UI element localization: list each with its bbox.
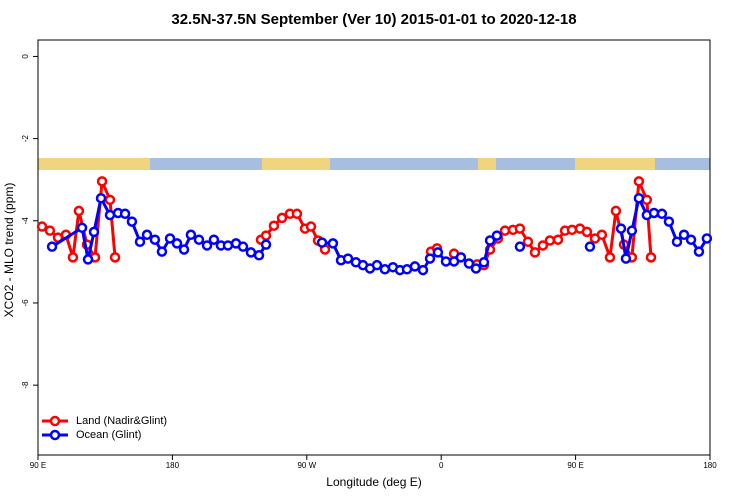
data-point [635, 194, 643, 202]
plot-frame [38, 40, 710, 455]
data-point [270, 222, 278, 230]
data-point [516, 243, 524, 251]
x-axis-label: Longitude (deg E) [326, 475, 421, 489]
data-point [48, 243, 56, 251]
y-tick-label: 0 [21, 54, 30, 59]
legend-marker [51, 417, 59, 425]
data-point [307, 223, 315, 231]
data-point [90, 228, 98, 236]
data-point [158, 248, 166, 256]
data-point [665, 218, 673, 226]
data-point [695, 248, 703, 256]
data-point [434, 248, 442, 256]
x-tick-label: 180 [166, 461, 180, 470]
data-point [318, 239, 326, 247]
chart: 32.5N-37.5N September (Ver 10) 2015-01-0… [0, 0, 750, 500]
data-point [411, 262, 419, 270]
data-point [293, 210, 301, 218]
land-strip [38, 158, 150, 170]
data-point [658, 210, 666, 218]
data-point [493, 232, 501, 240]
data-point [673, 238, 681, 246]
y-tick-label: -6 [21, 299, 30, 307]
data-point [586, 243, 594, 251]
data-point [262, 241, 270, 249]
data-point [501, 227, 509, 235]
x-tick-label: 90 E [30, 461, 46, 470]
data-point [98, 177, 106, 185]
data-point [151, 236, 159, 244]
data-point [426, 255, 434, 263]
data-point [442, 257, 450, 265]
data-point [187, 231, 195, 239]
data-point [516, 225, 524, 233]
data-point [622, 255, 630, 263]
legend-label: Land (Nadir&Glint) [76, 415, 167, 427]
data-point [143, 231, 151, 239]
data-point [381, 265, 389, 273]
land-ocean-strip [38, 158, 710, 170]
x-tick-label: 90 W [297, 461, 316, 470]
data-point [180, 246, 188, 254]
data-point [606, 253, 614, 261]
y-tick-label: -8 [21, 381, 30, 389]
land-strip [575, 158, 655, 170]
data-point [106, 211, 114, 219]
land-strip [262, 158, 330, 170]
y-axis-label: XCO2 - MLO trend (ppm) [2, 183, 16, 318]
data-point [111, 253, 119, 261]
data-point [106, 196, 114, 204]
data-point [457, 253, 465, 261]
data-point [262, 232, 270, 240]
data-point [75, 207, 83, 215]
land-strip [478, 158, 496, 170]
data-point [136, 238, 144, 246]
data-point [703, 234, 711, 242]
y-tick-label: -2 [21, 135, 30, 143]
data-point [635, 177, 643, 185]
data-point [173, 239, 181, 247]
data-point [554, 236, 562, 244]
data-point [46, 227, 54, 235]
data-point [472, 264, 480, 272]
data-point [329, 239, 337, 247]
data-point [546, 237, 554, 245]
data-point [480, 258, 488, 266]
data-point [612, 207, 620, 215]
data-point [121, 210, 129, 218]
data-point [224, 241, 232, 249]
legend-marker [51, 431, 59, 439]
data-point [628, 227, 636, 235]
x-tick-label: 0 [439, 461, 444, 470]
data-point [568, 226, 576, 234]
data-point [97, 194, 105, 202]
data-point [531, 248, 539, 256]
data-point [687, 236, 695, 244]
data-point [617, 225, 625, 233]
data-point [583, 228, 591, 236]
data-point [419, 266, 427, 274]
data-point [278, 214, 286, 222]
chart-title: 32.5N-37.5N September (Ver 10) 2015-01-0… [171, 11, 576, 28]
data-point [84, 255, 92, 263]
data-point [598, 231, 606, 239]
data-point [524, 238, 532, 246]
data-point [239, 243, 247, 251]
legend-label: Ocean (Glint) [76, 429, 141, 441]
data-point [69, 253, 77, 261]
data-point [255, 251, 263, 259]
x-tick-label: 90 E [567, 461, 583, 470]
data-point [38, 223, 46, 231]
data-point [373, 261, 381, 269]
data-point [128, 218, 136, 226]
x-tick-label: 180 [703, 461, 717, 470]
data-point [247, 248, 255, 256]
data-point [195, 236, 203, 244]
data-point [78, 224, 86, 232]
y-tick-label: -4 [21, 217, 30, 225]
data-point [647, 253, 655, 261]
